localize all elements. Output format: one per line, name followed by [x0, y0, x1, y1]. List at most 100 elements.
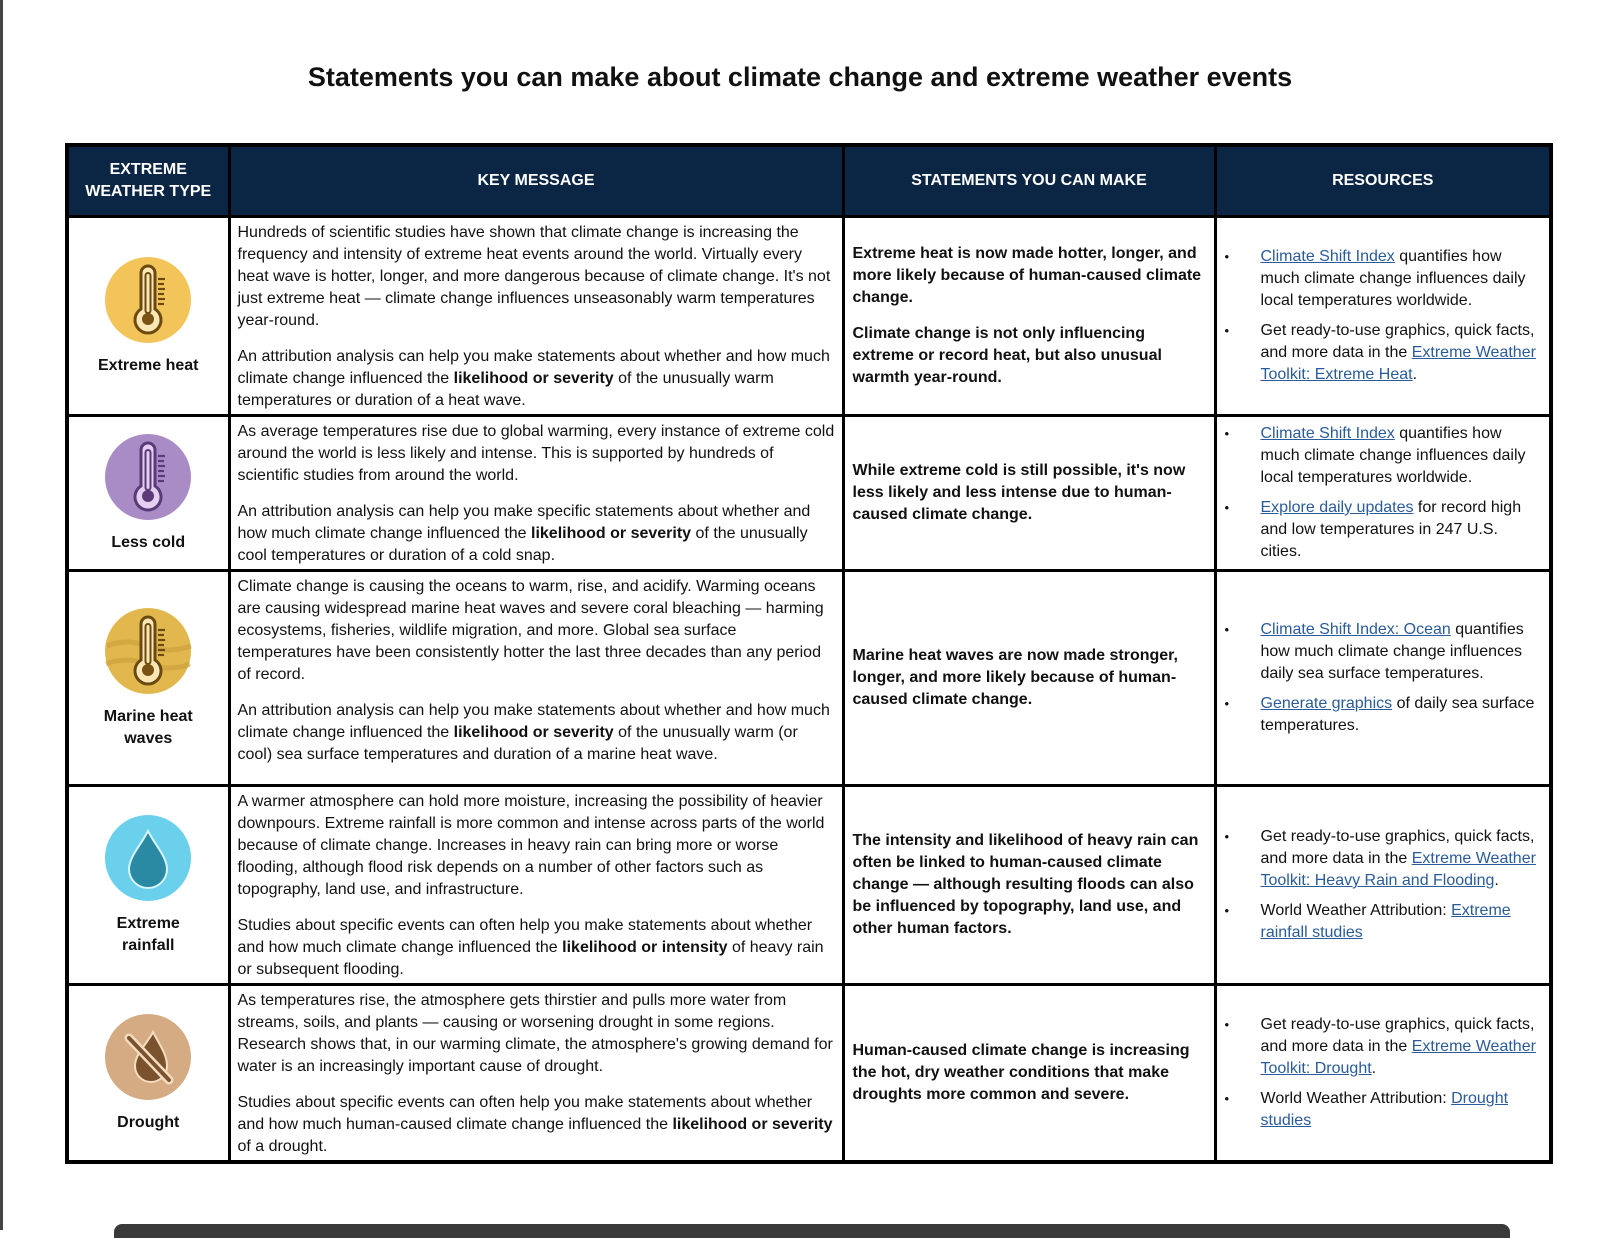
resources-cell: Get ready-to-use graphics, quick facts, … [1213, 983, 1553, 1164]
resource-item: Get ready-to-use graphics, quick facts, … [1225, 826, 1542, 892]
resource-link[interactable]: Explore daily updates [1260, 499, 1414, 516]
weather-type-cell: Drought [65, 983, 231, 1164]
header-weather-type: EXTREME WEATHER TYPE [65, 143, 231, 218]
weather-type-label: Extreme heat [98, 357, 199, 374]
statements-table: EXTREME WEATHER TYPE KEY MESSAGE STATEME… [65, 143, 1553, 1164]
resource-list: Get ready-to-use graphics, quick facts, … [1225, 826, 1542, 944]
key-message-paragraph: A warmer atmosphere can hold more moistu… [238, 791, 835, 901]
text-segment: . [1371, 1060, 1377, 1077]
table-row: Drought As temperatures rise, the atmosph… [65, 983, 1553, 1164]
header-resources: RESOURCES [1213, 143, 1553, 218]
window-edge [0, 0, 3, 1230]
text-segment: quantifies how much climate change influ… [1260, 248, 1526, 309]
resource-list: Climate Shift Index quantifies how much … [1225, 423, 1542, 563]
resource-link[interactable]: Extreme rainfall studies [1260, 902, 1511, 941]
resources-cell: Climate Shift Index quantifies how much … [1213, 414, 1553, 572]
key-message-paragraph: An attribution analysis can help you mak… [238, 700, 835, 766]
weather-type-label: Less cold [111, 534, 186, 551]
table-row: Less cold As average temperatures rise du… [65, 414, 1553, 572]
text-segment: of the unusually warm temperatures or du… [237, 370, 774, 409]
text-segment: An attribution analysis can help you mak… [237, 702, 830, 741]
text-segment: Studies about specific events can often … [237, 917, 813, 956]
key-message-cell: Climate change is causing the oceans to … [227, 569, 845, 787]
table-row: Extreme heat Hundreds of scientific studi… [65, 215, 1553, 417]
statement-text: Extreme heat is now made hotter, longer,… [852, 245, 1202, 306]
statement-text: The intensity and likelihood of heavy ra… [852, 832, 1199, 937]
emphasis-text: likelihood or severity [531, 525, 692, 542]
resource-list: Get ready-to-use graphics, quick facts, … [1225, 1014, 1542, 1132]
text-segment: Get ready-to-use graphics, quick facts, … [1260, 828, 1535, 867]
text-segment: of the unusually warm (or cool) sea surf… [237, 724, 798, 763]
text-segment: . [1412, 366, 1418, 383]
emphasis-text: likelihood or severity [672, 1116, 833, 1133]
resource-item: Get ready-to-use graphics, quick facts, … [1225, 320, 1542, 386]
header-key-message: KEY MESSAGE [227, 143, 845, 218]
resource-item: Explore daily updates for record high an… [1225, 497, 1542, 563]
statements-cell: The intensity and likelihood of heavy ra… [841, 784, 1217, 986]
thermometer-ocean-icon [105, 608, 193, 694]
weather-type-label: Marine heat waves [103, 708, 193, 747]
weather-type-cell: Extreme heat [65, 215, 231, 417]
statement-text: Human-caused climate change is increasin… [852, 1042, 1190, 1103]
key-message-paragraph: Studies about specific events can often … [238, 915, 835, 981]
statement-text: Climate change is not only influencing e… [852, 325, 1162, 386]
key-message-paragraph: Hundreds of scientific studies have show… [238, 222, 835, 332]
resource-link[interactable]: Extreme Weather Toolkit: Heavy Rain and … [1260, 850, 1536, 889]
text-segment: of the unusually cool temperatures or du… [237, 525, 808, 564]
key-message-paragraph: An attribution analysis can help you mak… [238, 346, 835, 412]
text-segment: World Weather Attribution: [1260, 902, 1452, 919]
resource-link[interactable]: Climate Shift Index: Ocean [1260, 621, 1451, 638]
text-segment: quantifies how much climate change influ… [1260, 425, 1526, 486]
emphasis-text: likelihood or intensity [562, 939, 728, 956]
emphasis-text: likelihood or severity [453, 724, 614, 741]
resource-link[interactable]: Extreme Weather Toolkit: Drought [1260, 1038, 1536, 1077]
resource-link[interactable]: Climate Shift Index [1260, 248, 1395, 265]
text-segment: of heavy rain or subsequent flooding. [237, 939, 824, 978]
text-segment: As temperatures rise, the atmosphere get… [237, 992, 833, 1075]
key-message-cell: As average temperatures rise due to glob… [227, 414, 845, 572]
resources-cell: Climate Shift Index quantifies how much … [1213, 215, 1553, 417]
thermometer-cold-icon [105, 434, 192, 520]
text-segment: Climate change is causing the oceans to … [237, 578, 824, 683]
text-segment: World Weather Attribution: [1260, 1090, 1452, 1107]
text-segment: Hundreds of scientific studies have show… [237, 224, 831, 329]
key-message-cell: A warmer atmosphere can hold more moistu… [227, 784, 845, 986]
text-segment: of a drought. [237, 1138, 328, 1155]
resource-list: Climate Shift Index: Ocean quantifies ho… [1225, 619, 1542, 737]
weather-type-label: Extreme rainfall [116, 915, 180, 954]
table-header-row: EXTREME WEATHER TYPE KEY MESSAGE STATEME… [65, 143, 1553, 218]
text-segment: As average temperatures rise due to glob… [237, 423, 835, 484]
text-segment: for record high and low temperatures in … [1260, 499, 1522, 560]
resource-link[interactable]: Climate Shift Index [1260, 425, 1395, 442]
bottom-scrollbar[interactable] [114, 1224, 1510, 1238]
key-message-paragraph: As temperatures rise, the atmosphere get… [238, 990, 835, 1078]
resource-item: World Weather Attribution: Extreme rainf… [1225, 900, 1542, 944]
weather-type-cell: Extreme rainfall [65, 784, 231, 986]
resource-link[interactable]: Extreme Weather Toolkit: Extreme Heat [1260, 344, 1536, 383]
resource-link[interactable]: Generate graphics [1260, 695, 1393, 712]
key-message-paragraph: As average temperatures rise due to glob… [238, 421, 835, 487]
header-statements: STATEMENTS YOU CAN MAKE [841, 143, 1217, 218]
resource-item: Climate Shift Index: Ocean quantifies ho… [1225, 619, 1542, 685]
key-message-paragraph: Studies about specific events can often … [238, 1092, 835, 1158]
resource-link[interactable]: Drought studies [1260, 1090, 1509, 1129]
table-row: Marine heat waves Climate change is causi… [65, 569, 1553, 787]
resource-item: Get ready-to-use graphics, quick facts, … [1225, 1014, 1542, 1080]
text-segment: An attribution analysis can help you mak… [237, 348, 830, 387]
no-water-drop-icon [105, 1014, 192, 1100]
statement-text: Marine heat waves are now made stronger,… [852, 647, 1178, 708]
resource-item: Climate Shift Index quantifies how much … [1225, 423, 1542, 489]
weather-type-cell: Marine heat waves [65, 569, 231, 787]
key-message-paragraph: Climate change is causing the oceans to … [238, 576, 835, 686]
statements-cell: While extreme cold is still possible, it… [841, 414, 1217, 572]
text-segment: . [1494, 872, 1499, 889]
weather-type-label: Drought [117, 1114, 180, 1131]
resources-cell: Climate Shift Index: Ocean quantifies ho… [1213, 569, 1553, 787]
resources-cell: Get ready-to-use graphics, quick facts, … [1213, 784, 1553, 986]
text-segment: of daily sea surface temperatures. [1260, 695, 1535, 734]
thermometer-hot-icon [105, 257, 192, 343]
statements-cell: Extreme heat is now made hotter, longer,… [841, 215, 1217, 417]
resource-item: World Weather Attribution: Drought studi… [1225, 1088, 1542, 1132]
weather-type-cell: Less cold [65, 414, 231, 572]
text-segment: Get ready-to-use graphics, quick facts, … [1260, 1016, 1535, 1055]
